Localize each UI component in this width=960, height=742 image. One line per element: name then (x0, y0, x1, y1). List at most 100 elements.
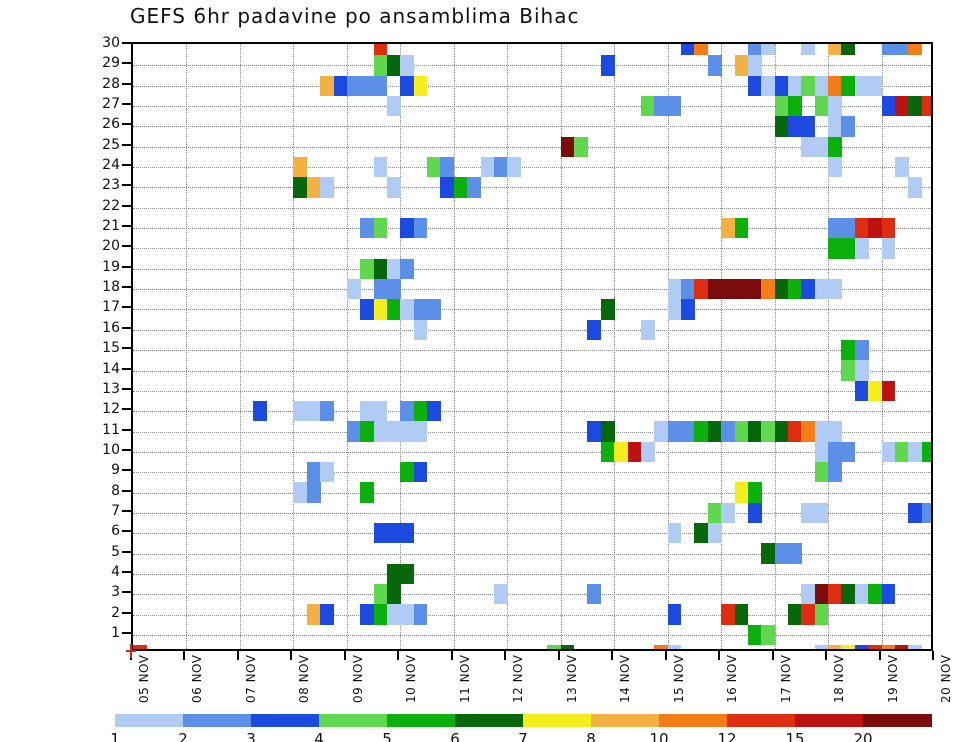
y-axis-label: 2 (111, 604, 120, 621)
x-axis-tick (397, 651, 400, 660)
heatmap-cell (373, 421, 388, 442)
heatmap-cell (774, 116, 789, 137)
heatmap-cell (854, 360, 869, 381)
heatmap-cell (667, 421, 682, 442)
row-gridline (133, 350, 931, 352)
heatmap-cell (373, 44, 388, 56)
day-gridline (346, 44, 348, 649)
heatmap-cell (293, 177, 308, 198)
heatmap-cell (801, 502, 816, 524)
heatmap-cell (360, 75, 374, 96)
y-axis-tick (122, 428, 131, 431)
heatmap-cell (707, 421, 722, 442)
row-gridline (133, 146, 931, 148)
row-gridline (133, 390, 931, 392)
heatmap-cell (787, 421, 802, 442)
heatmap-cell (868, 584, 882, 605)
y-axis-tick (122, 408, 131, 411)
y-axis-label: 23 (102, 177, 120, 194)
y-axis-label: 16 (102, 319, 120, 336)
heatmap-cell (787, 116, 802, 137)
heatmap-cell (801, 116, 816, 137)
heatmap-cell (320, 75, 334, 96)
heatmap-cell (774, 95, 789, 117)
heatmap-cell (801, 584, 816, 605)
y-axis-tick (122, 347, 131, 350)
heatmap-cell (828, 95, 842, 117)
row-gridline (133, 187, 931, 189)
x-axis-tick (504, 651, 507, 660)
heatmap-cell (828, 421, 842, 442)
heatmap-cell (400, 563, 415, 585)
y-axis-label: 24 (102, 157, 120, 174)
y-axis-label: 29 (102, 55, 120, 72)
day-gridline (721, 44, 723, 649)
heatmap-cell (400, 401, 415, 422)
heatmap-cell (894, 645, 909, 649)
heatmap-cell (747, 624, 762, 646)
heatmap-cell (747, 75, 762, 96)
y-axis-tick (122, 611, 131, 614)
heatmap-cell (413, 462, 428, 483)
row-gridline (133, 492, 931, 494)
heatmap-cell (787, 604, 802, 625)
heatmap-cell (694, 278, 709, 300)
y-axis-tick (122, 591, 131, 594)
colorbar-segment-5-6 (387, 714, 456, 727)
heatmap-cell (493, 584, 508, 605)
x-axis-tick (932, 651, 934, 660)
heatmap-cell (386, 584, 401, 605)
heatmap-cell (667, 299, 682, 320)
heatmap-cell (400, 523, 415, 544)
x-axis-tick (771, 651, 774, 660)
y-axis-tick (122, 530, 131, 533)
heatmap-cell (493, 156, 508, 178)
y-axis-label: 18 (102, 279, 120, 296)
heatmap-cell (467, 177, 481, 198)
heatmap-cell (774, 543, 789, 564)
y-axis-tick (122, 632, 131, 634)
row-gridline (133, 85, 931, 87)
x-axis-tick (664, 651, 667, 660)
day-gridline (507, 44, 509, 649)
heatmap-cell (667, 278, 682, 300)
heatmap-cell (600, 441, 615, 463)
heatmap-cell (413, 75, 428, 96)
heatmap-cell (400, 421, 415, 442)
heatmap-cell (386, 523, 401, 544)
y-axis-tick (122, 387, 131, 390)
heatmap-cell (360, 421, 374, 442)
heatmap-cell (627, 441, 642, 463)
y-axis-label: 3 (111, 584, 120, 601)
row-gridline (133, 512, 931, 514)
y-axis-tick (122, 509, 131, 512)
heatmap-cell (747, 278, 762, 300)
y-axis-tick (122, 448, 131, 451)
heatmap-cell (427, 156, 441, 178)
heatmap-cell (386, 278, 401, 300)
x-axis-label: 13 NOV (564, 654, 579, 703)
colorbar-segment-12-15 (727, 714, 796, 727)
heatmap-cell (346, 421, 361, 442)
row-gridline (133, 553, 931, 555)
heatmap-cell (774, 75, 789, 96)
colorbar-tick-label: 15 (785, 730, 805, 742)
heatmap-cell (681, 421, 695, 442)
y-axis-tick (122, 570, 131, 573)
heatmap-cell (908, 645, 923, 649)
heatmap-cell (908, 44, 923, 56)
heatmap-cell (774, 421, 789, 442)
colorbar-tick-label: 2 (178, 730, 188, 742)
y-axis-tick (122, 204, 131, 207)
heatmap-cell (814, 604, 829, 625)
heatmap-cell (828, 584, 842, 605)
colorbar-tick-label: 7 (518, 730, 528, 742)
heatmap-cell (320, 401, 334, 422)
heatmap-cell (400, 75, 415, 96)
heatmap-cell (400, 217, 415, 239)
heatmap-cell (373, 401, 388, 422)
row-gridline (133, 370, 931, 372)
y-axis-label: 20 (102, 238, 120, 255)
heatmap-cell (761, 543, 775, 564)
heatmap-cell (413, 319, 428, 340)
